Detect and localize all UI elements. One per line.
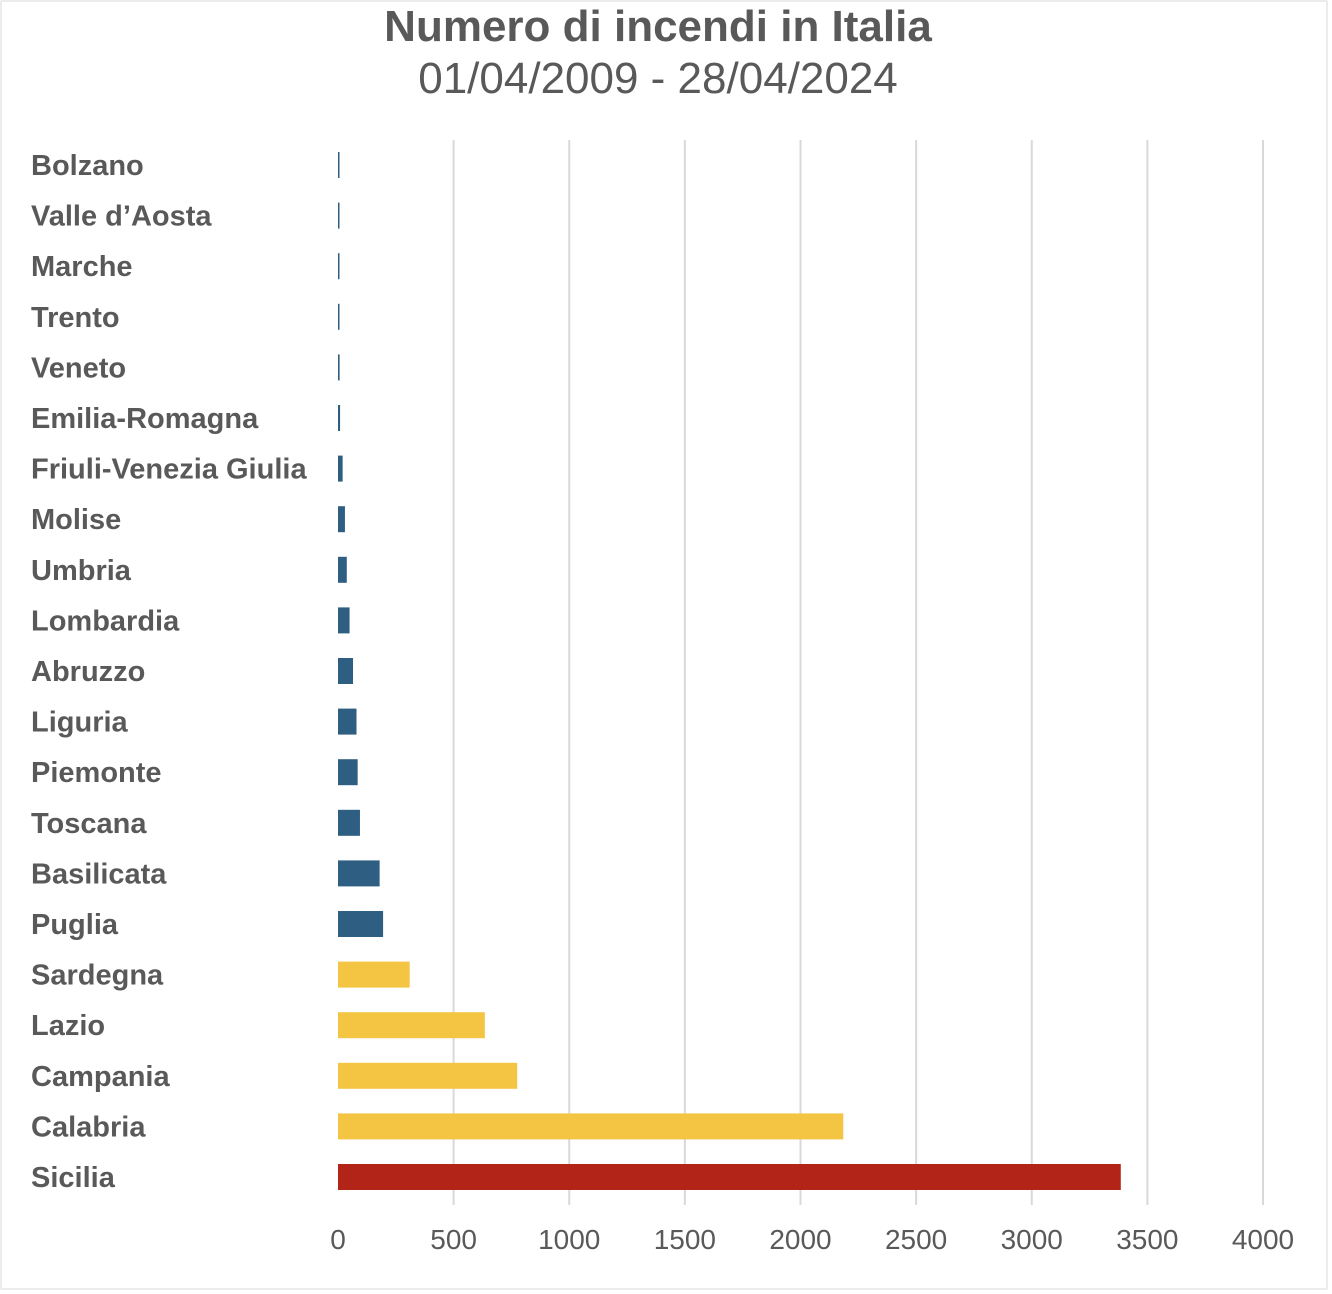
category-label: Veneto (31, 352, 126, 384)
category-label: Campania (31, 1061, 170, 1093)
x-tick-label: 2500 (885, 1224, 947, 1255)
category-label: Calabria (31, 1111, 146, 1143)
category-label: Basilicata (31, 858, 167, 890)
category-label: Abruzzo (31, 656, 145, 688)
x-tick-label: 1000 (538, 1224, 600, 1255)
category-label: Friuli-Venezia Giulia (31, 454, 307, 486)
bar (338, 1012, 485, 1039)
category-label: Emilia-Romagna (31, 403, 259, 435)
bar (338, 253, 340, 280)
x-tick-label: 3500 (1116, 1224, 1178, 1255)
bar (338, 455, 343, 482)
bar (338, 759, 358, 786)
category-label: Lombardia (31, 605, 180, 637)
x-tick-label: 4000 (1232, 1224, 1294, 1255)
category-label: Puglia (31, 909, 119, 941)
category-label: Valle d’Aosta (31, 201, 212, 233)
chart-subtitle: 01/04/2009 - 28/04/2024 (418, 54, 898, 103)
category-label: Bolzano (31, 150, 144, 182)
category-label: Lazio (31, 1010, 105, 1042)
bar (338, 911, 384, 937)
bar (338, 556, 347, 583)
gridlines (452, 140, 1264, 1205)
x-tick-label: 500 (430, 1224, 477, 1255)
bar (338, 303, 340, 330)
bar (338, 152, 340, 178)
bar (338, 506, 345, 533)
category-label: Toscana (31, 808, 147, 840)
x-tick-label: 1500 (654, 1224, 716, 1255)
bars (338, 152, 1121, 1190)
bar (338, 708, 357, 735)
bar (338, 202, 340, 229)
x-axis-tick-labels: 0 500 1000 1500 2000 2500 3000 3500 4000 (330, 1224, 1294, 1255)
category-label: Liguria (31, 707, 129, 739)
bar (338, 658, 354, 684)
category-label: Sardegna (31, 960, 164, 992)
bar (338, 961, 410, 988)
x-tick-label: 0 (330, 1224, 346, 1255)
bar (338, 860, 380, 887)
category-label: Piemonte (31, 757, 162, 789)
bar (338, 607, 350, 634)
category-label: Umbria (31, 555, 132, 587)
category-label: Marche (31, 251, 133, 283)
category-label: Molise (31, 504, 121, 536)
category-labels: Bolzano Valle d’Aosta Marche Trento Veneto Em… (31, 150, 307, 1194)
bar (338, 1164, 1121, 1190)
bar (338, 405, 341, 431)
bar (338, 354, 340, 381)
category-label: Sicilia (31, 1162, 116, 1194)
bar (338, 809, 360, 836)
x-tick-label: 2000 (769, 1224, 831, 1255)
category-label: Trento (31, 302, 120, 334)
x-tick-label: 3000 (1001, 1224, 1063, 1255)
bar (338, 1062, 518, 1089)
bar (338, 1113, 844, 1140)
chart-title: Numero di incendi in Italia (384, 2, 932, 51)
